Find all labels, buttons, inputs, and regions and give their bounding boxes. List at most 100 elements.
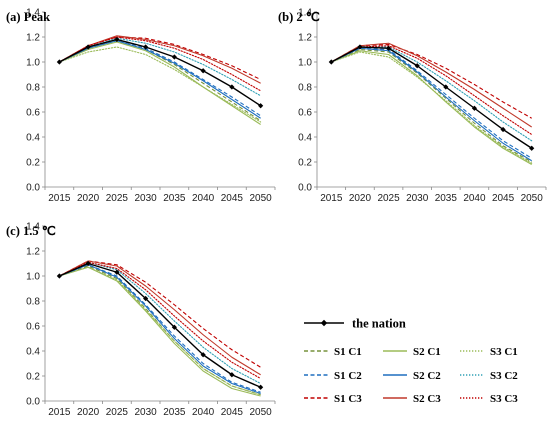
x-tick-label: 2045 (492, 193, 515, 204)
series-line-s2-c3 (331, 42, 532, 128)
y-tick-label: 1.2 (26, 247, 40, 258)
series-line-the-nation (59, 38, 262, 107)
y-tick-label: 0.4 (298, 133, 312, 144)
nation-point (385, 45, 392, 51)
series-line-s1-c1 (331, 48, 532, 163)
nation-point (200, 68, 206, 74)
nation-point (171, 324, 177, 330)
y-tick-label: 1.4 (26, 222, 40, 233)
series-line-s2-c2 (59, 40, 261, 119)
nation-point (56, 59, 62, 65)
series-line-s2-c3 (59, 35, 261, 84)
y-tick-label: 1.4 (26, 8, 40, 19)
series-line-s3-c3 (58, 36, 262, 92)
legend: the nation S1 C1 S2 C1 S3 C1 S1 C2 S2 C2 S3 C2… (304, 317, 518, 405)
nation-point (443, 84, 449, 90)
legend-label-s3-c3: S3 C3 (490, 393, 518, 405)
legend-label-s1-c2: S1 C2 (334, 370, 362, 382)
nation-point (229, 372, 235, 378)
x-tick-label: 2020 (77, 193, 100, 204)
x-tick-label: 2045 (221, 407, 244, 418)
y-tick-label: 0.6 (298, 108, 312, 119)
y-tick-label: 1.0 (26, 272, 40, 283)
nation-point (471, 105, 478, 111)
x-tick-label: 2025 (106, 407, 129, 418)
nation-point (414, 63, 420, 69)
x-tick-label: 2020 (77, 407, 100, 418)
x-tick-label: 2040 (192, 407, 215, 418)
nation-point (85, 44, 91, 50)
series-line-s3-c3 (58, 261, 262, 380)
y-tick-label: 0.0 (298, 183, 312, 194)
x-tick-label: 2015 (48, 407, 71, 418)
legend-label-s1-c1: S1 C1 (334, 346, 362, 358)
y-tick-label: 0.4 (26, 133, 40, 144)
nation-point (258, 384, 264, 390)
nation-point (114, 269, 120, 275)
nation-point (114, 36, 120, 43)
nation-point (229, 84, 235, 90)
y-tick-label: 0.4 (26, 347, 40, 358)
legend-marker-the-nation (320, 319, 328, 327)
series-line-s3-c1 (58, 46, 262, 123)
x-tick-label: 2050 (250, 407, 273, 418)
y-tick-label: 1.2 (298, 33, 312, 44)
nation-point (56, 273, 62, 279)
x-tick-label: 2040 (463, 193, 486, 204)
nation-point (529, 145, 535, 151)
nation-point (171, 54, 177, 60)
nation-point (143, 295, 149, 302)
series-line-s1-c1 (59, 40, 261, 122)
x-tick-label: 2015 (320, 193, 343, 204)
y-tick-label: 0.0 (26, 183, 40, 194)
series-line-s3-c1 (58, 266, 262, 396)
y-tick-label: 0.8 (26, 83, 40, 94)
panel-1-5c: 0.0 0.2 0.4 0.6 0.8 1.0 1.2 1.4 2015 2020 2025 2030… (6, 222, 276, 418)
nation-point (258, 103, 264, 109)
nation-point (500, 126, 506, 133)
series-line-s1-c2 (59, 38, 261, 117)
y-tick-label: 1.0 (298, 58, 312, 69)
legend-label-s1-c3: S1 C3 (334, 393, 362, 405)
panel-peak: 0.0 0.2 0.4 0.6 0.8 1.0 1.2 1.4 2015 2020 2025 2030… (6, 8, 276, 204)
x-tick-label: 2050 (521, 193, 544, 204)
x-tick-label: 2035 (163, 193, 186, 204)
panel-title: (b) 2 ℃ (278, 10, 320, 24)
series-line-s2-c2 (331, 47, 532, 162)
y-tick-label: 1.2 (26, 33, 40, 44)
y-tick-label: 1.0 (26, 58, 40, 69)
x-tick-label: 2025 (377, 193, 400, 204)
nation-point (143, 44, 149, 50)
y-tick-label: 0.0 (26, 397, 40, 408)
x-tick-label: 2015 (48, 193, 71, 204)
x-tick-label: 2040 (192, 193, 215, 204)
x-tick-label: 2035 (163, 407, 186, 418)
y-tick-label: 0.2 (298, 158, 312, 169)
series-line-the-nation (59, 262, 261, 388)
series-line-s2-c2 (59, 264, 261, 395)
legend-label-s2-c2: S2 C2 (413, 370, 441, 382)
y-tick-label: 0.6 (26, 108, 40, 119)
series-line-the-nation (330, 46, 533, 149)
y-tick-label: 0.8 (298, 83, 312, 94)
legend-label-s2-c1: S2 C1 (413, 346, 441, 358)
y-tick-label: 0.6 (26, 322, 40, 333)
panel-2c: 0.0 0.2 0.4 0.6 0.8 1.0 1.2 1.4 2015 2020 2025 2030… (278, 8, 547, 204)
x-tick-label: 2045 (221, 193, 244, 204)
x-tick-label: 2025 (106, 193, 129, 204)
series-line-s1-c3 (59, 36, 261, 80)
series-line-s2-c1 (59, 41, 261, 125)
y-tick-label: 1.4 (298, 8, 312, 19)
series-line-s2-c1 (331, 50, 532, 165)
nation-point (357, 44, 363, 50)
series-line-s1-c3 (331, 43, 532, 119)
legend-label-s3-c2: S3 C2 (490, 370, 518, 382)
x-tick-label: 2050 (250, 193, 273, 204)
nation-point (328, 59, 334, 65)
nation-point (85, 260, 91, 267)
x-tick-label: 2020 (349, 193, 372, 204)
x-tick-label: 2030 (135, 193, 158, 204)
series-line-s3-c1 (330, 51, 533, 164)
x-tick-label: 2030 (406, 193, 429, 204)
